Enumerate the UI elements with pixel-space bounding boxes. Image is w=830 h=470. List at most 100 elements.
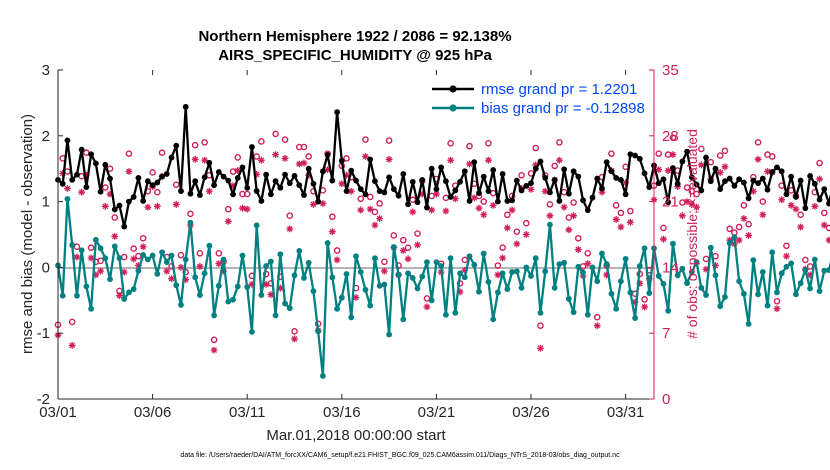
obs-possible-point [409,196,417,204]
obs-evaluated-point [759,211,767,219]
rmse-point [726,175,733,182]
bias-point [608,290,615,297]
x-tick-label: 03/01 [39,404,77,421]
bias-point [457,270,463,277]
bias-point [92,236,99,243]
obs-evaluated-point [702,265,710,273]
obs-evaluated-point [130,255,138,263]
rmse-point [580,197,586,204]
rmse-point [187,190,194,197]
bias-point [547,221,553,228]
obs-evaluated-point [499,254,507,262]
obs-evaluated-point [310,201,317,208]
obs-possible-point [513,228,521,235]
bias-point [679,265,686,272]
rmse-point [485,188,492,194]
rmse-point [457,178,463,185]
obs-possible-point [381,258,388,266]
rmse-point [707,178,714,185]
obs-possible-point [816,159,823,167]
rmse-point [476,190,482,196]
bias-point [140,251,147,258]
bias-point [121,296,128,302]
rmse-point [348,167,355,174]
rmse-point [329,177,336,184]
bias-point [192,274,199,281]
bias-point [504,286,511,293]
obs-evaluated-point [783,252,790,260]
bias-point [613,305,620,312]
rmse-point [679,158,686,165]
rmse-point [499,171,506,177]
rmse-point [286,180,293,187]
rmse-point [88,151,95,158]
bias-point [111,243,118,250]
y2-tick-label: 28 [662,128,679,145]
rmse-point [182,103,189,110]
bias-point [348,314,355,321]
obs-possible-point [537,322,544,329]
obs-possible-point [300,143,308,151]
obs-evaluated-point [494,271,502,279]
obs-evaluated-point [172,201,180,208]
obs-evaluated-point [645,275,653,283]
bias-point [570,309,577,316]
rmse-point [74,171,80,178]
bias-point [731,234,738,241]
obs-possible-point [698,145,705,153]
rmse-point [570,168,577,175]
rmse-point [334,109,340,116]
obs-evaluated-point [574,246,582,253]
rmse-point [116,202,123,209]
legend: rmse grand pr = 1.2201 bias grand pr = -… [418,78,648,120]
rmse-point [107,175,113,182]
bias-point [126,289,132,296]
obs-possible-point [693,190,700,198]
bias-point [603,261,610,268]
obs-possible-point [158,149,166,157]
rmse-point [324,151,331,158]
obs-possible-point [305,153,312,160]
bias-point [821,267,828,274]
rmse-point [646,184,653,191]
obs-evaluated-point [305,171,313,179]
obs-possible-point [494,262,502,269]
obs-possible-point [825,224,830,232]
rmse-point [386,174,393,181]
bias-point [769,249,776,256]
obs-evaluated-point [272,151,279,158]
obs-possible-point [224,205,232,213]
obs-possible-point [522,219,530,227]
rmse-point [636,155,643,162]
bias-point [589,264,596,271]
bias-point [532,255,539,262]
obs-evaluated-point [475,204,483,212]
obs-evaluated-point [778,196,786,204]
obs-possible-point [546,201,554,208]
obs-possible-point [154,188,161,196]
rmse-point [537,158,544,165]
obs-evaluated-point [622,179,630,187]
bias-point [490,316,497,323]
obs-evaluated-point [745,232,753,239]
obs-evaluated-point [139,243,147,251]
obs-evaluated-point [380,267,388,275]
rmse-point [698,187,705,194]
obs-evaluated-point [286,225,294,233]
legend-rmse-label: rmse grand pr = 1.2201 [481,81,637,98]
obs-evaluated-point [664,167,672,174]
bias-point [211,312,217,319]
obs-possible-point [172,181,180,188]
obs-possible-point [716,152,724,159]
bias-point [745,321,752,327]
obs-evaluated-point [125,168,133,175]
obs-possible-point [806,263,814,270]
bias-point [249,328,255,335]
obs-possible-point [802,256,809,264]
rmse-point [769,169,776,175]
bias-point [646,290,653,296]
obs-evaluated-point [655,166,663,174]
rmse-point [253,188,260,194]
obs-possible-point [641,296,648,303]
